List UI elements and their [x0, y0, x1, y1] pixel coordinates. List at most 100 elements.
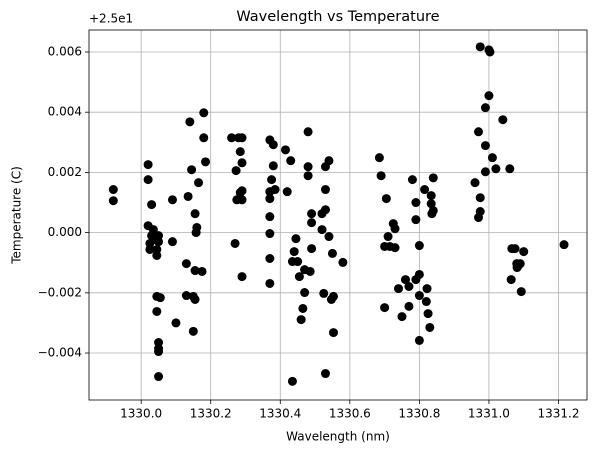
- point: [394, 284, 404, 294]
- point: [270, 185, 280, 195]
- point: [154, 237, 164, 247]
- point: [190, 266, 200, 276]
- point: [480, 103, 490, 113]
- point: [407, 175, 417, 185]
- point: [484, 91, 494, 101]
- point: [426, 191, 436, 201]
- point: [268, 161, 278, 171]
- point: [235, 147, 245, 157]
- x-tick-label: 1331.2: [537, 407, 579, 421]
- point: [485, 47, 495, 57]
- point: [289, 247, 299, 257]
- y-tick-label: 0.000: [48, 225, 82, 239]
- point: [411, 215, 421, 225]
- point: [268, 140, 278, 150]
- point: [188, 326, 198, 336]
- point: [147, 200, 157, 210]
- point: [145, 244, 155, 254]
- point: [265, 229, 275, 239]
- point: [282, 187, 292, 197]
- x-tick-label: 1330.0: [120, 407, 162, 421]
- plot-frame: [88, 29, 588, 401]
- x-tick-label: 1330.2: [190, 407, 232, 421]
- point: [190, 294, 200, 304]
- point: [227, 133, 237, 143]
- point: [167, 237, 177, 247]
- point: [303, 162, 313, 172]
- point: [231, 166, 241, 176]
- point: [296, 315, 306, 325]
- point: [411, 198, 421, 208]
- point: [185, 117, 195, 127]
- point: [414, 241, 424, 251]
- point: [199, 108, 209, 118]
- y-tick-label: 0.002: [48, 165, 82, 179]
- point: [320, 185, 330, 195]
- point: [265, 194, 275, 204]
- point: [143, 160, 153, 170]
- point: [473, 213, 483, 223]
- point: [380, 303, 390, 313]
- point: [475, 193, 485, 203]
- point: [515, 259, 525, 269]
- point: [425, 322, 435, 332]
- y-tick-label: 0.004: [48, 105, 82, 119]
- x-tick-label: 1330.6: [329, 407, 371, 421]
- x-tick-label: 1331.0: [468, 407, 510, 421]
- y-tick-label: −0.004: [38, 346, 82, 360]
- point: [428, 206, 438, 216]
- point: [181, 259, 191, 269]
- point: [390, 224, 400, 234]
- point: [505, 164, 515, 174]
- chart-title: Wavelength vs Temperature: [236, 9, 439, 25]
- point: [152, 306, 162, 316]
- point: [307, 218, 317, 228]
- point: [291, 234, 301, 244]
- point: [400, 275, 410, 285]
- point: [265, 212, 275, 222]
- point: [498, 115, 508, 125]
- x-tick-label: 1330.4: [259, 407, 301, 421]
- point: [317, 225, 327, 235]
- point: [487, 153, 497, 163]
- point: [428, 173, 438, 183]
- y-offset-text: +2.5e1: [89, 12, 133, 26]
- point: [397, 312, 407, 322]
- point: [374, 153, 384, 163]
- point: [152, 250, 162, 260]
- point: [181, 291, 191, 301]
- point: [287, 376, 297, 386]
- point: [376, 171, 386, 181]
- point: [286, 156, 296, 166]
- point: [230, 238, 240, 248]
- point: [426, 199, 436, 209]
- point: [265, 254, 275, 264]
- point: [480, 167, 490, 177]
- point: [420, 185, 430, 195]
- point: [199, 133, 209, 143]
- point: [320, 369, 330, 379]
- point: [280, 145, 290, 155]
- point: [338, 257, 348, 267]
- point: [414, 269, 424, 279]
- point: [473, 127, 483, 137]
- point: [414, 291, 424, 301]
- point: [201, 157, 211, 167]
- point: [267, 175, 277, 185]
- point: [320, 205, 330, 215]
- point: [404, 282, 414, 292]
- point: [307, 209, 317, 219]
- point: [319, 288, 329, 298]
- point: [293, 257, 303, 267]
- point: [404, 301, 414, 311]
- point: [194, 178, 204, 188]
- point: [324, 156, 334, 166]
- point: [154, 372, 164, 382]
- point: [143, 175, 153, 185]
- point: [167, 195, 177, 205]
- point: [237, 272, 247, 282]
- point: [237, 133, 247, 143]
- point: [516, 287, 526, 297]
- point: [303, 127, 313, 137]
